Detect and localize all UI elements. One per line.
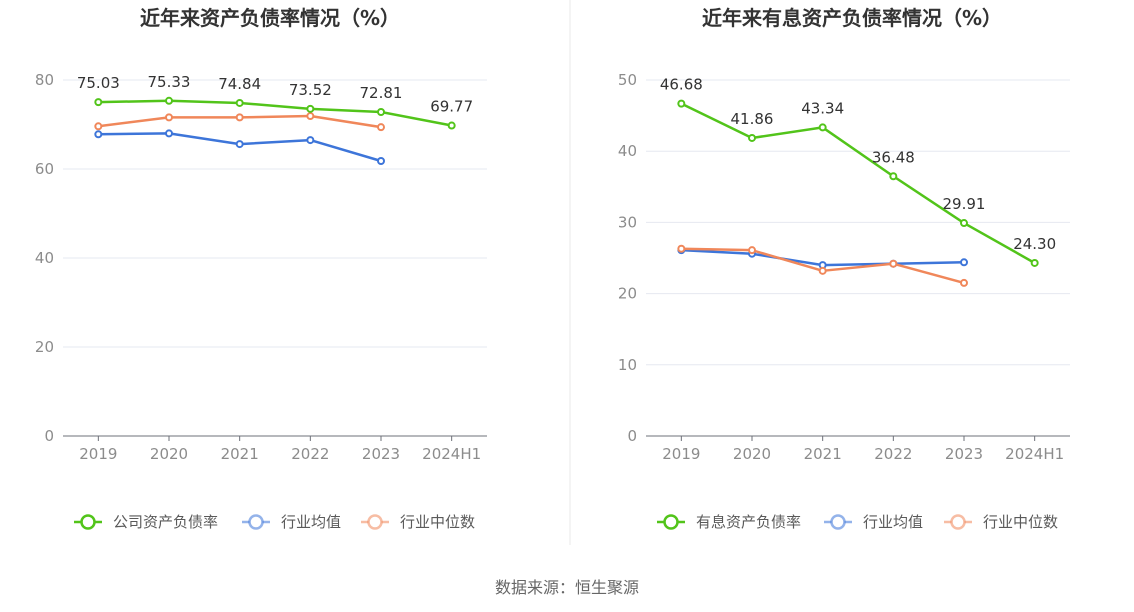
y-tick-label: 0 [44,427,54,445]
data-point[interactable] [748,246,756,255]
y-tick-label: 40 [618,142,637,160]
x-tick-label: 2021 [804,445,842,463]
legend-item-1[interactable]: 公司资产负债率 [74,513,218,531]
legend-label: 行业中位数 [400,513,475,531]
data-point[interactable] [377,156,385,165]
series-1: 75.03 75.33 74.84 73.52 72.81 69.77 [77,73,473,130]
x-tick-label: 2019 [662,445,700,463]
x-tick-label: 2020 [150,445,188,463]
data-point[interactable] [677,244,686,253]
data-point[interactable] [94,122,103,131]
data-label: 74.84 [218,75,261,93]
data-point[interactable] [306,112,315,121]
legend-item-3[interactable]: 行业中位数 [361,513,475,531]
chart-1: 近年来资产负债率情况（%） 0 20 40 60 80 2019 2020 2021 2022 20… [35,6,487,531]
data-label: 29.91 [943,195,986,213]
legend-item-2[interactable]: 行业均值 [824,513,923,531]
y-tick-label: 60 [35,160,54,178]
data-point[interactable] [165,113,173,122]
legend-marker [663,514,679,530]
data-source: 数据来源：恒生聚源 [495,578,639,597]
data-point[interactable] [377,123,385,132]
x-tick-label: 2023 [362,445,400,463]
data-label: 75.33 [148,73,191,91]
y-tick-label: 30 [618,213,637,231]
y-tick-label: 50 [618,71,637,89]
data-label: 24.30 [1013,235,1056,253]
data-point[interactable] [94,130,103,139]
data-point[interactable] [377,107,385,116]
data-point[interactable] [235,140,244,149]
legend-label: 行业均值 [281,513,341,531]
data-point[interactable] [94,98,103,107]
y-tick-label: 20 [35,338,54,356]
y-tick-label: 40 [35,249,54,267]
legend-marker [950,514,966,530]
data-point[interactable] [960,219,968,228]
data-point[interactable] [306,136,315,145]
x-tick-label: 2019 [79,445,117,463]
data-label: 43.34 [801,99,844,117]
legend-label: 有息资产负债率 [696,513,801,531]
data-point[interactable] [889,259,898,268]
chart-title: 近年来有息资产负债率情况（%） [702,6,1002,30]
series-line [680,102,1036,265]
series-2 [94,129,385,165]
data-point[interactable] [818,123,827,132]
y-tick-label: 20 [618,285,637,303]
data-label: 69.77 [430,98,473,116]
data-point[interactable] [889,172,898,181]
data-point[interactable] [165,129,173,138]
legend-item-2[interactable]: 行业均值 [242,513,341,531]
data-point[interactable] [165,96,173,105]
data-point[interactable] [235,98,244,107]
data-label: 75.03 [77,74,120,92]
legend-label: 行业中位数 [983,513,1058,531]
y-tick-label: 80 [35,71,54,89]
x-tick-label: 2024H1 [422,445,481,463]
legend-marker [830,514,846,530]
chart-title: 近年来资产负债率情况（%） [140,6,400,30]
legend-item-1[interactable]: 有息资产负债率 [657,513,801,531]
legend-marker [367,514,383,530]
data-label: 36.48 [872,148,915,166]
x-tick-label: 2020 [733,445,771,463]
legend-item-3[interactable]: 行业中位数 [944,513,1058,531]
series-line [98,99,452,127]
series-1: 46.68 41.86 43.34 36.48 29.91 24.30 [660,76,1056,267]
data-point[interactable] [677,99,686,108]
data-label: 73.52 [289,81,332,99]
x-tick-label: 2021 [221,445,259,463]
data-point[interactable] [235,113,244,122]
y-tick-label: 10 [618,356,637,374]
x-tick-label: 2024H1 [1005,445,1064,463]
legend-marker [80,514,96,530]
data-point[interactable] [818,266,827,275]
data-point[interactable] [960,278,968,287]
legend-marker [248,514,264,530]
data-label: 41.86 [731,110,774,128]
data-point[interactable] [306,104,315,113]
x-tick-label: 2022 [291,445,329,463]
legend-label: 行业均值 [863,513,923,531]
data-label: 46.68 [660,76,703,94]
x-tick-label: 2022 [874,445,912,463]
data-point[interactable] [447,121,456,130]
legend-label: 公司资产负债率 [113,513,218,531]
chart-2: 近年来有息资产负债率情况（%） 0 10 20 30 40 50 2019 2020 2021 20… [618,6,1070,531]
series-3 [677,244,968,287]
data-label: 72.81 [360,84,403,102]
y-tick-label: 0 [627,427,637,445]
data-point[interactable] [1030,258,1039,267]
series-3 [94,112,385,132]
data-point[interactable] [748,133,756,142]
data-point[interactable] [960,258,968,267]
x-tick-label: 2023 [945,445,983,463]
